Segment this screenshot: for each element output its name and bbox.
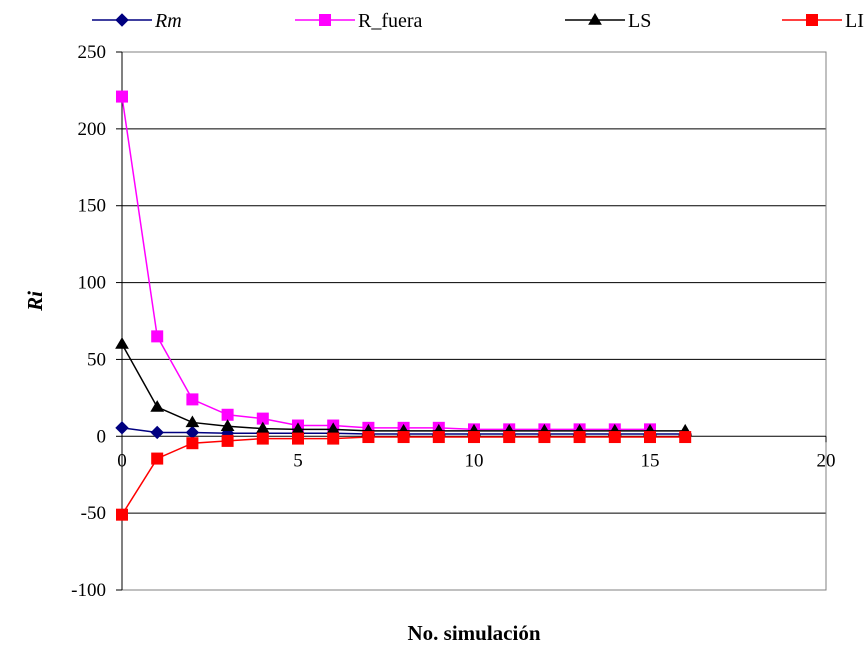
data-point-li — [292, 432, 304, 445]
series-ls — [115, 337, 693, 436]
x-tick-label: 0 — [117, 450, 127, 471]
series-line-r-fuera — [121, 96, 650, 431]
x-tick-label: 15 — [641, 450, 660, 471]
data-point-li — [573, 431, 586, 444]
data-point-li — [644, 431, 656, 444]
data-point-li — [432, 431, 445, 444]
legend-item-li: LI — [782, 10, 864, 32]
data-point-li — [151, 452, 164, 465]
data-point-ls — [115, 337, 129, 349]
y-tick-label: -50 — [81, 503, 106, 524]
legend-item-rm: Rm — [92, 10, 182, 32]
data-point-rm — [115, 421, 129, 435]
x-axis-title: No. simulación — [407, 621, 540, 645]
data-point-rm — [150, 425, 164, 440]
legend-label: LI — [845, 10, 864, 32]
data-point-ls — [220, 419, 235, 431]
data-point-ls — [185, 415, 200, 428]
data-point-r-fuera — [151, 330, 164, 343]
y-axis-title: Ri — [23, 291, 47, 312]
data-point-li — [256, 432, 269, 445]
y-tick-label: 150 — [78, 196, 107, 217]
series-r-fuera — [116, 90, 656, 436]
data-point-li — [679, 431, 692, 444]
legend: Rm R_fuera LS LI — [92, 10, 864, 32]
data-point-r-fuera — [186, 393, 199, 406]
y-tick-label: 250 — [78, 42, 107, 63]
y-tick-label: 0 — [97, 426, 107, 447]
legend-marker — [319, 14, 331, 26]
x-tick-label: 5 — [293, 450, 303, 471]
legend-label: R_fuera — [358, 10, 423, 32]
legend-label: LS — [628, 10, 651, 32]
y-tick-label: 50 — [87, 349, 106, 370]
data-point-li — [362, 431, 375, 444]
series-line-li — [121, 436, 686, 516]
y-tick-label: 100 — [78, 273, 107, 294]
y-tick-label: 200 — [78, 119, 107, 140]
legend-marker — [115, 13, 129, 27]
legend-marker — [806, 14, 818, 26]
data-point-r-fuera — [116, 90, 128, 103]
legend-item-ls: LS — [565, 10, 651, 32]
data-point-li — [397, 431, 410, 444]
legend-item-r-fuera: R_fuera — [295, 10, 423, 32]
plot-frame — [121, 51, 827, 591]
data-point-li — [221, 434, 234, 447]
data-point-li — [468, 431, 480, 444]
x-tick-label: 10 — [465, 450, 484, 471]
series-li — [116, 431, 692, 521]
data-point-li — [538, 431, 551, 444]
data-point-li — [327, 432, 340, 445]
data-point-li — [116, 508, 128, 521]
ticks: -100 -50 0 50 100 150 200 250 0 5 10 15 20 — [71, 42, 835, 601]
legend-label: Rm — [154, 10, 182, 32]
x-tick-label: 20 — [817, 450, 836, 471]
data-point-li — [608, 431, 621, 444]
y-tick-label: -100 — [71, 580, 106, 601]
series-layer — [115, 90, 693, 521]
data-point-r-fuera — [221, 408, 234, 421]
data-point-li — [503, 431, 516, 444]
data-point-ls — [150, 400, 165, 412]
data-point-li — [186, 437, 199, 450]
legend-marker — [588, 13, 602, 25]
series-line-ls — [121, 343, 686, 432]
